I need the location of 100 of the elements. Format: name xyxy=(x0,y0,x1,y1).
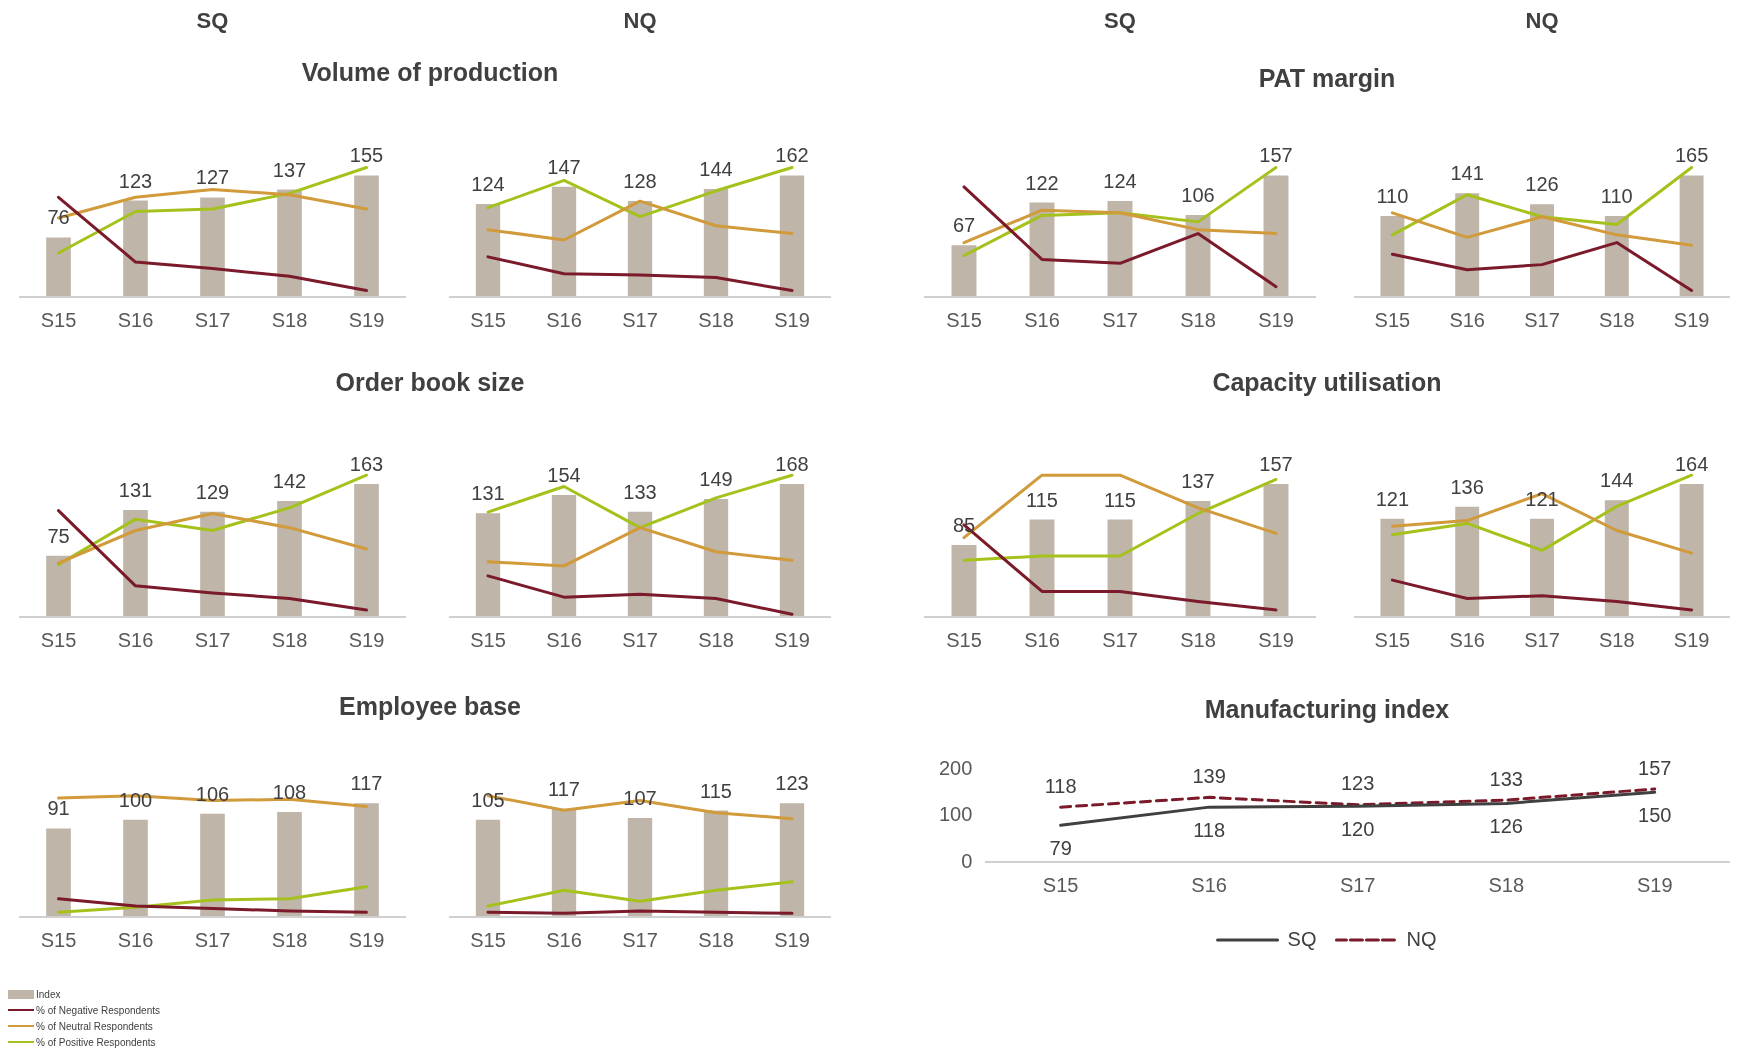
x-tick-label: S17 xyxy=(622,928,658,951)
x-tick-label: S17 xyxy=(1339,873,1376,896)
x-tick-label: S18 xyxy=(271,928,308,951)
bar xyxy=(1530,518,1554,617)
legend-label: NQ xyxy=(1406,927,1437,950)
x-tick-label: S19 xyxy=(1258,628,1294,651)
data-label: 162 xyxy=(775,144,809,168)
data-label: 147 xyxy=(547,155,581,179)
x-tick-label: S16 xyxy=(546,928,582,951)
data-label: 142 xyxy=(272,470,307,494)
data-label: 157 xyxy=(1259,452,1293,476)
x-tick-label: S15 xyxy=(1374,308,1411,331)
x-tick-label: S17 xyxy=(1102,308,1138,331)
data-label: 115 xyxy=(1104,488,1136,512)
bar xyxy=(779,483,805,617)
bar xyxy=(1455,193,1480,297)
x-tick-label: S19 xyxy=(348,628,385,651)
chart-subtitle: NQ xyxy=(622,8,658,34)
bar xyxy=(200,511,225,617)
x-tick-label: S16 xyxy=(546,628,582,651)
bar xyxy=(123,510,148,617)
bar xyxy=(200,197,225,297)
data-label: 120 xyxy=(1341,817,1375,840)
data-label: 126 xyxy=(1489,814,1523,837)
x-tick-label: S17 xyxy=(1102,628,1138,651)
data-label: 115 xyxy=(700,779,732,803)
data-label: 131 xyxy=(118,479,153,503)
chart-title: Volume of production xyxy=(300,58,560,87)
x-tick-label: S16 xyxy=(117,628,154,651)
data-label: 163 xyxy=(349,452,384,476)
bar xyxy=(354,175,379,297)
bar xyxy=(951,245,977,297)
x-tick-label: S19 xyxy=(348,928,385,951)
bar xyxy=(277,501,302,617)
data-label: 123 xyxy=(118,169,153,193)
x-tick-label: S15 xyxy=(40,628,77,651)
bar xyxy=(703,188,729,297)
chart-title: Manufacturing index xyxy=(1203,695,1451,724)
data-label: 149 xyxy=(699,467,733,491)
x-tick-label: S18 xyxy=(1180,628,1216,651)
x-tick-label: S16 xyxy=(1449,308,1485,331)
x-tick-label: S16 xyxy=(117,308,154,331)
chart-title: Capacity utilisation xyxy=(1211,368,1443,397)
bar xyxy=(951,544,977,617)
data-label: 124 xyxy=(471,172,505,196)
data-label: 144 xyxy=(1600,469,1634,493)
data-label: 110 xyxy=(1376,184,1409,208)
x-tick-label: S16 xyxy=(1024,628,1060,651)
bar xyxy=(1455,506,1480,617)
data-label: 75 xyxy=(47,524,70,548)
x-tick-label: S18 xyxy=(698,928,734,951)
data-label: 123 xyxy=(775,772,809,796)
data-label: 106 xyxy=(1181,183,1215,207)
chart-subtitle: SQ xyxy=(1103,8,1137,34)
chart-title: PAT margin xyxy=(1257,64,1397,93)
legend-label: % of Neutral Respondents xyxy=(36,1020,153,1032)
data-label: 137 xyxy=(1181,469,1215,493)
x-tick-label: S16 xyxy=(1191,873,1227,896)
data-label: 126 xyxy=(1525,173,1559,197)
x-tick-label: S15 xyxy=(1042,873,1079,896)
legend-label: % of Positive Respondents xyxy=(36,1036,156,1048)
data-label: 108 xyxy=(272,780,307,804)
x-tick-label: S18 xyxy=(1599,628,1635,651)
x-tick-label: S18 xyxy=(271,628,308,651)
bar xyxy=(779,803,805,917)
x-tick-label: S18 xyxy=(271,308,308,331)
chart-title: Employee base xyxy=(338,692,522,721)
x-tick-label: S15 xyxy=(1374,628,1411,651)
x-tick-label: S15 xyxy=(470,928,506,951)
data-label: 115 xyxy=(1026,488,1058,512)
data-label: 110 xyxy=(1600,184,1633,208)
data-label: 118 xyxy=(1193,818,1226,841)
data-label: 144 xyxy=(699,157,733,181)
bar xyxy=(1263,175,1289,297)
y-tick-label: 0 xyxy=(961,849,973,872)
data-label: 123 xyxy=(1341,772,1375,795)
data-label: 91 xyxy=(47,797,70,821)
bar xyxy=(1380,518,1405,617)
data-label: 168 xyxy=(775,452,809,476)
x-tick-label: S18 xyxy=(698,308,734,331)
data-label: 165 xyxy=(1674,144,1709,168)
x-tick-label: S17 xyxy=(194,308,231,331)
x-tick-label: S17 xyxy=(622,308,658,331)
data-label: 117 xyxy=(350,772,383,796)
bar xyxy=(354,803,379,917)
x-tick-label: S16 xyxy=(1024,308,1060,331)
x-tick-label: S19 xyxy=(774,628,810,651)
bar xyxy=(551,495,577,617)
bar xyxy=(1530,204,1554,297)
x-tick-label: S15 xyxy=(40,928,77,951)
data-label: 67 xyxy=(952,214,976,238)
data-label: 155 xyxy=(349,144,384,168)
bar xyxy=(354,483,379,617)
bar xyxy=(1263,483,1289,617)
bar xyxy=(123,819,148,917)
bar xyxy=(627,817,653,917)
bar xyxy=(1679,483,1704,617)
x-tick-label: S19 xyxy=(774,308,810,331)
bar xyxy=(46,828,71,917)
data-label: 131 xyxy=(471,482,505,506)
